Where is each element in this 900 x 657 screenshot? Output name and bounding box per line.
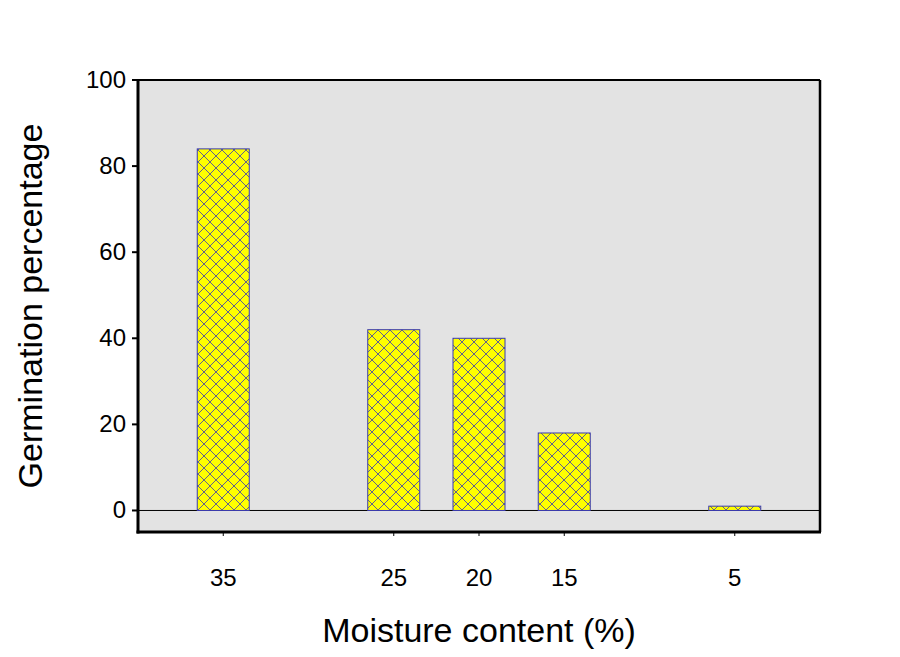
x-tick [734, 532, 735, 536]
y-tick [132, 337, 138, 339]
chart-container: 0 20 40 60 80 100 35 25 20 15 5 Moisture content (%… [0, 0, 900, 657]
bar [197, 149, 249, 511]
y-tick-label: 60 [99, 238, 126, 265]
x-tick [223, 532, 224, 536]
frame-right [819, 80, 822, 532]
x-axis-label: Moisture content (%) [322, 611, 636, 649]
x-tick [479, 532, 480, 536]
y-tick [132, 165, 138, 167]
y-axis-line [137, 79, 140, 534]
x-tick-label: 25 [380, 564, 407, 591]
bar [368, 330, 420, 511]
y-tick [132, 251, 138, 253]
y-tick [132, 423, 138, 425]
chart-svg: 0 20 40 60 80 100 35 25 20 15 5 Moisture content (%… [0, 0, 900, 657]
x-tick-label: 15 [551, 564, 578, 591]
y-tick-label: 40 [99, 324, 126, 351]
frame-top [138, 79, 820, 81]
y-tick [132, 509, 138, 511]
plot-background [138, 80, 820, 532]
bar [709, 506, 761, 510]
y-tick-label: 20 [99, 410, 126, 437]
y-tick-label: 0 [113, 496, 126, 523]
bars [197, 149, 761, 511]
bar [453, 338, 505, 510]
bar [538, 433, 590, 510]
x-tick-label: 20 [466, 564, 493, 591]
x-tick [393, 532, 394, 536]
y-tick-label: 100 [86, 66, 126, 93]
y-tick [132, 79, 138, 81]
y-axis-label: Germination percentage [11, 124, 49, 489]
x-tick-label: 5 [728, 564, 741, 591]
x-tick-label: 35 [210, 564, 237, 591]
x-tick [564, 532, 565, 536]
y-tick-label: 80 [99, 152, 126, 179]
